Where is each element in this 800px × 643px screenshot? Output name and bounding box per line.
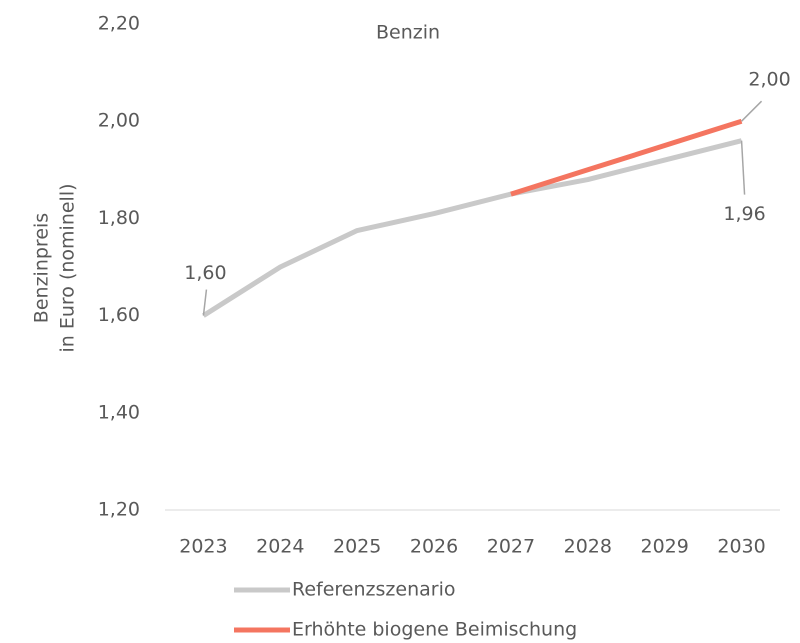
x-tick-label: 2026 [410,536,458,558]
x-tick-label: 2027 [487,536,535,558]
x-tick-label: 2028 [564,536,612,558]
data-label: 1,60 [184,262,226,284]
y-tick-label: 2,00 [98,110,140,132]
leader-line [741,100,763,122]
x-tick-label: 2029 [641,536,689,558]
y-tick-label: 2,20 [98,13,140,35]
data-label: 1,96 [723,203,765,225]
y-tick-label: 1,40 [98,401,140,423]
y-tick-label: 1,80 [98,207,140,229]
x-tick-label: 2024 [256,536,304,558]
x-tick-label: 2025 [333,536,381,558]
y-tick-label: 1,60 [98,304,140,326]
leader-line [740,140,746,195]
legend-label: Erhöhte biogene Beimischung [292,619,577,641]
chart-title: Benzin [376,22,440,44]
data-label: 2,00 [748,69,790,91]
line-series [510,118,743,197]
y-axis-label: in Euro (nominell) [57,183,79,352]
x-tick-label: 2023 [179,536,227,558]
y-axis-label: Benzinpreis [31,213,53,323]
x-tick-label: 2030 [717,536,765,558]
legend-label: Referenzszenario [292,579,455,601]
leader-line [202,289,208,316]
line-series [202,138,743,318]
y-tick-label: 1,20 [98,499,140,521]
